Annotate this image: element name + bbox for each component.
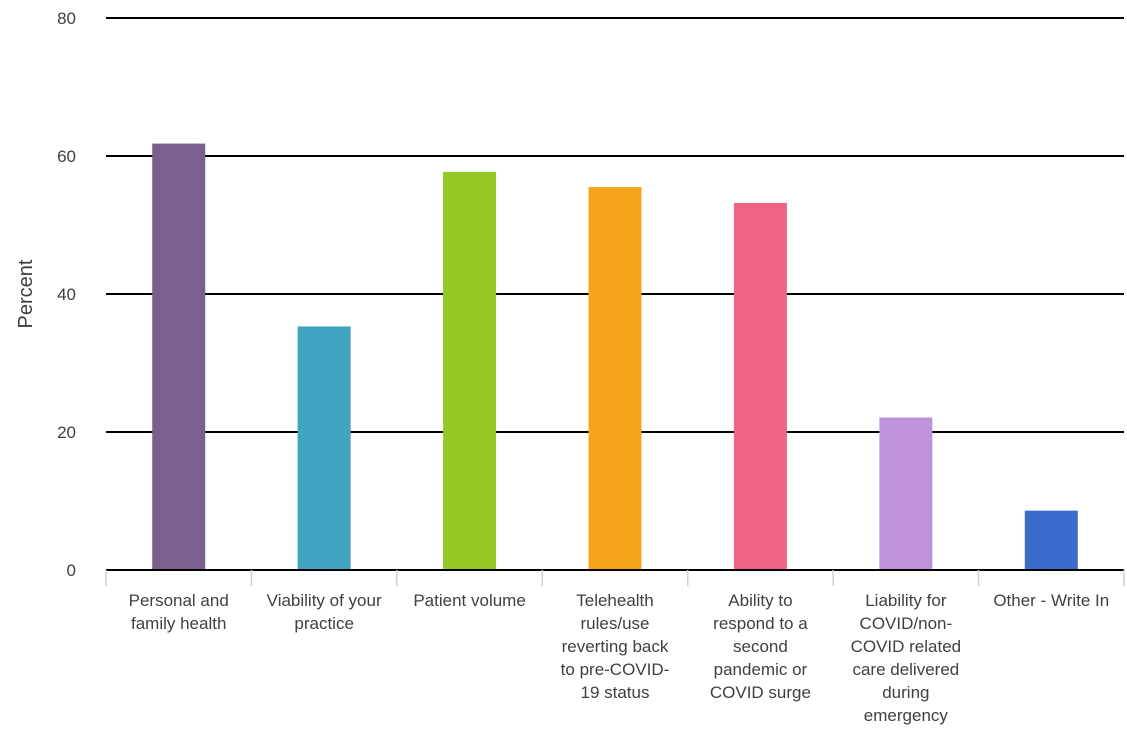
y-tick-label: 40: [57, 285, 76, 304]
x-tick-label: Personal and family health: [129, 591, 229, 633]
y-axis-title: Percent: [15, 259, 37, 328]
x-tick-label: Ability to respond to a second pandemic or C…: [710, 591, 811, 702]
x-tick-label: Telehealth rules/use reverting back to pre-…: [561, 591, 670, 702]
y-tick-label: 20: [57, 423, 76, 442]
bar: [297, 326, 351, 570]
bar: [1024, 510, 1078, 570]
bar: [443, 171, 497, 570]
y-tick-label: 60: [57, 147, 76, 166]
bar: [879, 417, 933, 570]
x-tick-label: Viability of your practice: [267, 591, 382, 633]
bar: [588, 187, 642, 571]
x-tick-label: Liability for COVID/non-COVID related care…: [851, 591, 962, 725]
y-tick-labels: 0 20 40 60 80: [57, 9, 76, 580]
x-axis: [105, 569, 1125, 586]
y-tick-label: 0: [67, 561, 76, 580]
y-tick-label: 80: [57, 9, 76, 28]
x-tick-label: Other - Write In: [993, 591, 1109, 610]
x-tick-labels: Personal and family health Viability of yo…: [129, 591, 1110, 725]
bar: [733, 202, 787, 571]
bars: [152, 143, 1078, 571]
x-tick-label: Patient volume: [413, 591, 525, 610]
bar: [152, 143, 206, 570]
